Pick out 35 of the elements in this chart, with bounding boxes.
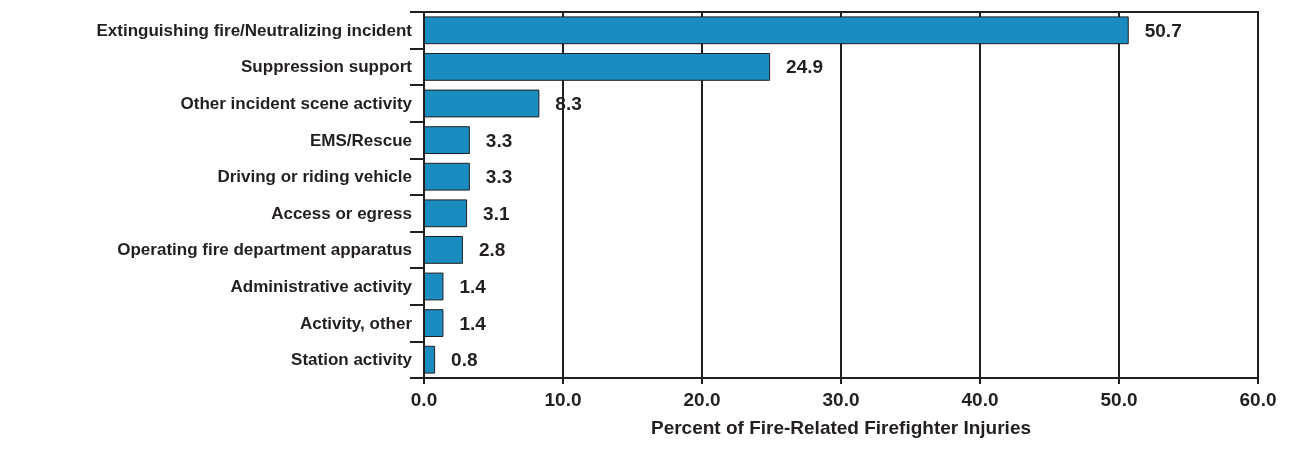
bar bbox=[424, 235, 463, 264]
data-label: 3.3 bbox=[485, 129, 513, 151]
data-label: 3.3 bbox=[485, 166, 513, 188]
x-tick-label: 20.0 bbox=[683, 389, 721, 410]
y-tick-label: Operating fire department apparatus bbox=[117, 240, 412, 260]
data-label: 1.4 bbox=[459, 312, 487, 334]
bar bbox=[424, 309, 444, 338]
x-axis-title: Percent of Fire-Related Firefighter Injuries bbox=[650, 417, 1032, 438]
data-label: 24.9 bbox=[786, 56, 824, 78]
x-tick-label: 50.0 bbox=[1100, 389, 1138, 410]
y-tick-label: Activity, other bbox=[299, 313, 413, 333]
x-tick-label: 30.0 bbox=[822, 389, 860, 410]
y-tick-label: Administrative activity bbox=[230, 277, 413, 296]
data-label: 1.4 bbox=[459, 276, 487, 297]
data-label: 2.8 bbox=[478, 239, 506, 261]
y-tick-label: Station activity bbox=[291, 350, 413, 370]
bar bbox=[424, 162, 470, 191]
x-tick-label: 0.0 bbox=[410, 389, 438, 410]
bar bbox=[424, 89, 540, 118]
x-tick-label: 40.0 bbox=[961, 389, 999, 410]
y-tick-label: Other incident scene activity bbox=[180, 94, 413, 113]
y-tick-label: Driving or riding vehicle bbox=[217, 167, 412, 187]
y-tick-label: Access or egress bbox=[271, 203, 412, 223]
data-label: 50.7 bbox=[1144, 19, 1182, 41]
x-tick-label: 60.0 bbox=[1239, 389, 1277, 410]
y-tick-label: EMS/Rescue bbox=[309, 130, 412, 150]
bar bbox=[424, 272, 444, 301]
y-tick-label: Extinguishing fire/Neutralizing incident bbox=[96, 20, 413, 40]
data-label: 0.8 bbox=[451, 349, 478, 371]
bar bbox=[424, 199, 468, 228]
bar bbox=[424, 126, 470, 155]
y-tick-label: Suppression support bbox=[241, 57, 413, 77]
bar bbox=[424, 345, 436, 374]
x-tick-label: 10.0 bbox=[544, 389, 582, 410]
data-label: 3.1 bbox=[483, 202, 510, 224]
